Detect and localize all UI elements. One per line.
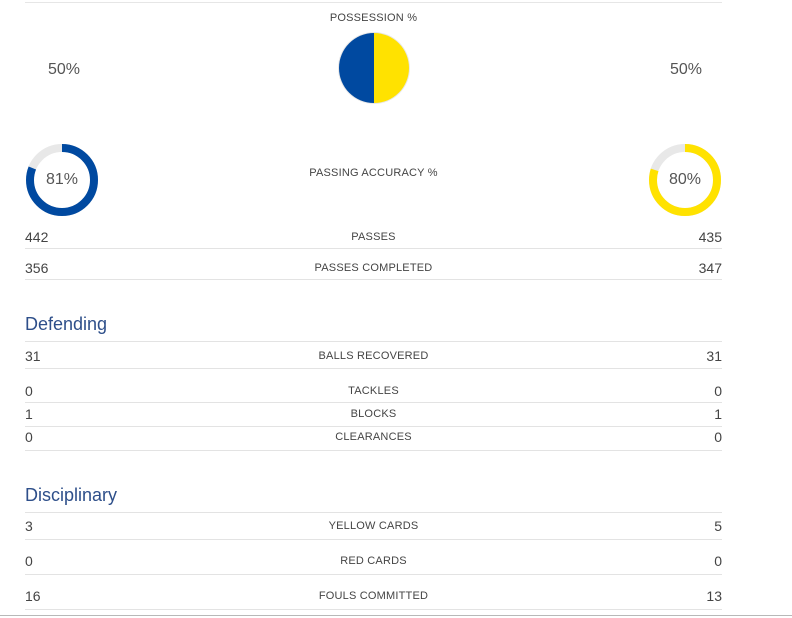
home-ring-fill bbox=[26, 144, 98, 216]
disciplinary-title-text: Disciplinary bbox=[25, 485, 118, 505]
red-cards-home: 0 bbox=[25, 553, 33, 569]
clearances-label: CLEARANCES bbox=[335, 431, 412, 443]
passes-home: 442 bbox=[25, 229, 49, 245]
tackles-away: 0 bbox=[714, 383, 722, 399]
balls-recovered-home: 31 bbox=[25, 348, 41, 364]
blocks-home: 1 bbox=[25, 406, 33, 422]
balls-recovered-label: BALLS RECOVERED bbox=[318, 350, 429, 362]
passes-away: 435 bbox=[698, 229, 722, 245]
possession-away-slice bbox=[374, 33, 409, 103]
fouls-committed-home: 16 bbox=[25, 588, 41, 604]
stat-row-yellow-cards: 3 YELLOW CARDS 5 bbox=[25, 513, 722, 540]
stat-row-fouls-committed: 16 FOULS COMMITTED 13 bbox=[25, 583, 722, 610]
defending-section-title: Defending bbox=[25, 311, 722, 342]
bottom-divider bbox=[0, 615, 792, 616]
tackles-home: 0 bbox=[25, 383, 33, 399]
top-divider bbox=[25, 2, 722, 3]
balls-recovered-away: 31 bbox=[706, 348, 722, 364]
clearances-home: 0 bbox=[25, 429, 33, 445]
away-ring-fill bbox=[649, 144, 721, 216]
stat-row-balls-recovered: 31 BALLS RECOVERED 31 bbox=[25, 342, 722, 369]
passing-accuracy-home-donut: 81% bbox=[25, 143, 99, 217]
fouls-committed-label: FOULS COMMITTED bbox=[318, 590, 429, 602]
yellow-cards-home: 3 bbox=[25, 518, 33, 534]
passing-accuracy-away-value: 80% bbox=[668, 171, 702, 188]
disciplinary-section-title: Disciplinary bbox=[25, 482, 722, 513]
possession-away-value: 50% bbox=[670, 61, 703, 78]
passing-accuracy-label: PASSING ACCURACY % bbox=[309, 167, 438, 179]
possession-label: POSSESSION % bbox=[329, 12, 418, 24]
stat-row-tackles: 0 TACKLES 0 bbox=[25, 378, 722, 403]
yellow-cards-label: YELLOW CARDS bbox=[328, 520, 419, 532]
passes-completed-away: 347 bbox=[698, 260, 722, 276]
red-cards-away: 0 bbox=[714, 553, 722, 569]
passing-accuracy-away-donut: 80% bbox=[648, 143, 722, 217]
possession-home-slice bbox=[339, 33, 374, 103]
stat-row-passes-completed: 356 PASSES COMPLETED 347 bbox=[25, 253, 722, 280]
passing-accuracy-away-ring bbox=[649, 144, 721, 216]
tackles-label: TACKLES bbox=[348, 385, 399, 397]
stat-row-passes: 442 PASSES 435 bbox=[25, 222, 722, 249]
clearances-away: 0 bbox=[714, 429, 722, 445]
blocks-away: 1 bbox=[714, 406, 722, 422]
possession-pie-chart bbox=[338, 32, 410, 104]
passes-completed-home: 356 bbox=[25, 260, 49, 276]
defending-title-text: Defending bbox=[25, 314, 108, 334]
passing-accuracy-home-value: 81% bbox=[45, 171, 79, 188]
stat-row-clearances: 0 CLEARANCES 0 bbox=[25, 427, 722, 451]
stat-row-blocks: 1 BLOCKS 1 bbox=[25, 403, 722, 427]
fouls-committed-away: 13 bbox=[706, 588, 722, 604]
passes-completed-label: PASSES COMPLETED bbox=[314, 262, 433, 274]
passes-label: PASSES bbox=[351, 231, 396, 243]
possession-home-value: 50% bbox=[48, 61, 81, 78]
yellow-cards-away: 5 bbox=[714, 518, 722, 534]
red-cards-label: RED CARDS bbox=[340, 555, 407, 567]
blocks-label: BLOCKS bbox=[350, 408, 397, 420]
passing-accuracy-home-ring bbox=[26, 144, 98, 216]
stat-row-red-cards: 0 RED CARDS 0 bbox=[25, 548, 722, 575]
